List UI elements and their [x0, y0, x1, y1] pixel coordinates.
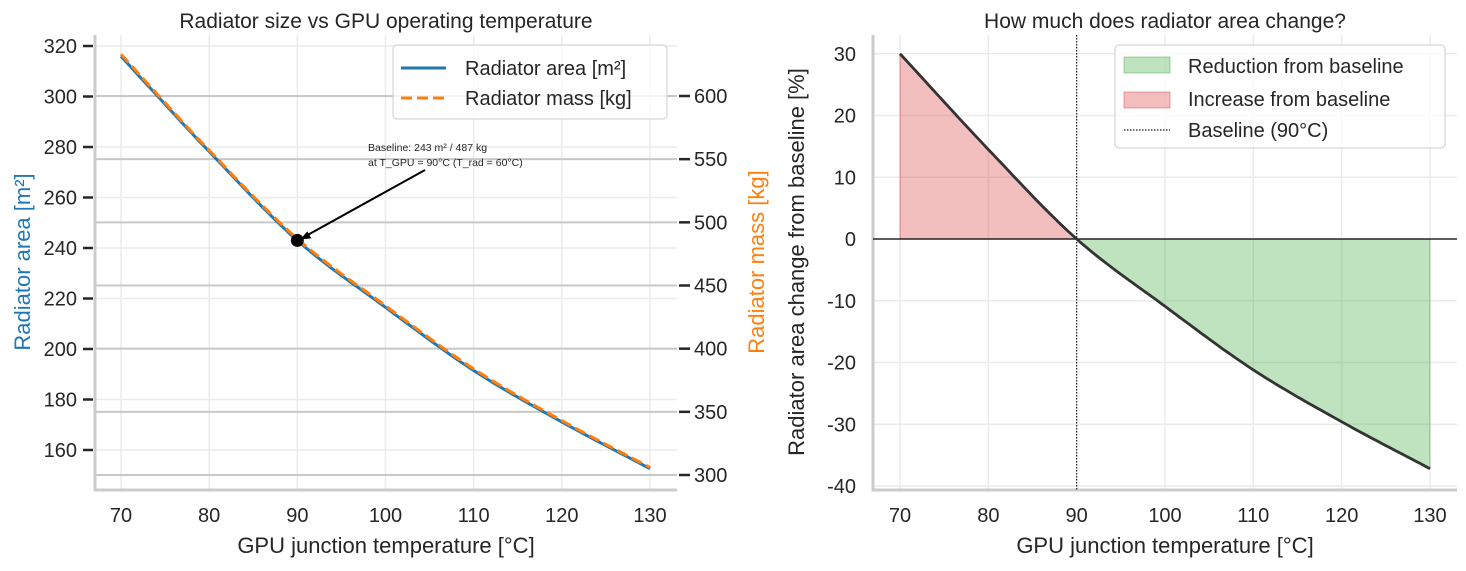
x-tick-label: 90	[1066, 505, 1088, 527]
y-tick-label: 320	[44, 36, 77, 58]
right-y-tick-label: 550	[694, 149, 727, 171]
x-tick-label: 70	[110, 505, 132, 527]
y-tick-label: -20	[827, 353, 856, 375]
legend-label-increase: Increase from baseline	[1188, 89, 1390, 111]
legend-label-mass: Radiator mass [kg]	[465, 88, 632, 110]
y-tick-label: -10	[827, 291, 856, 313]
x-tick-label: 90	[286, 505, 308, 527]
area-change-line	[898, 52, 1431, 470]
annotation-line-2: at T_GPU = 90°C (T_rad = 60°C)	[368, 157, 523, 169]
y-tick-label: 200	[44, 339, 77, 361]
y-tick-label: 30	[834, 44, 856, 66]
legend-swatch-reduction	[1123, 56, 1171, 74]
legend-label-reduction: Reduction from baseline	[1188, 56, 1404, 78]
right-legend: Reduction from baseline Increase from ba…	[1114, 44, 1446, 149]
right-y-tick-label: 600	[694, 86, 727, 108]
left-y-axis-label: Radiator area [m²]	[10, 173, 35, 350]
baseline-marker	[290, 233, 304, 247]
y-tick-label: 20	[834, 106, 856, 128]
y-tick-label: 180	[44, 390, 77, 412]
y-tick-label: 300	[44, 87, 77, 109]
left-legend: Radiator area [m²] Radiator mass [kg]	[392, 44, 668, 120]
x-tick-label: 130	[633, 505, 666, 527]
x-tick-label: 100	[1148, 505, 1181, 527]
x-tick-label: 70	[889, 505, 911, 527]
left-chart: Radiator size vs GPU operating temperatu…	[10, 10, 769, 558]
annotation-arrow	[302, 169, 426, 239]
right-y-tick-label: 500	[694, 212, 727, 234]
x-tick-label: 80	[977, 505, 999, 527]
baseline-annotation: Baseline: 243 m² / 487 kg at T_GPU = 90°…	[368, 142, 523, 169]
right-y-axis-label: Radiator mass [kg]	[744, 170, 769, 353]
right-y-tick-label: 350	[694, 402, 727, 424]
y-tick-label: 220	[44, 289, 77, 311]
right-x-axis-label: GPU junction temperature [°C]	[1016, 533, 1313, 558]
y-tick-label: 0	[845, 229, 856, 251]
right-chart-title: How much does radiator area change?	[984, 10, 1346, 33]
y-tick-label: 260	[44, 188, 77, 210]
legend-box	[1114, 44, 1446, 149]
left-chart-title: Radiator size vs GPU operating temperatu…	[179, 10, 592, 33]
legend-label-area: Radiator area [m²]	[465, 58, 626, 80]
mass-line	[119, 53, 651, 469]
y-tick-label: 240	[44, 238, 77, 260]
right-y-tick-label: 300	[694, 465, 727, 487]
right-y-tick-label: 450	[694, 276, 727, 298]
x-tick-label: 110	[1237, 505, 1269, 527]
legend-swatch-increase	[1123, 91, 1171, 109]
annotation-line-1: Baseline: 243 m² / 487 kg	[368, 142, 487, 154]
x-tick-label: 110	[458, 505, 490, 527]
right-chart: How much does radiator area change? GPU …	[784, 10, 1457, 558]
x-tick-label: 130	[1413, 505, 1446, 527]
y-tick-label: 280	[44, 137, 77, 159]
y-tick-label: -30	[827, 414, 856, 436]
x-tick-label: 100	[369, 505, 402, 527]
right-y-tick-label: 400	[694, 339, 727, 361]
y-tick-label: -40	[827, 476, 856, 498]
right-chart-y-axis-label: Radiator area change from baseline [%]	[784, 68, 809, 456]
legend-box	[392, 44, 668, 120]
left-x-axis-label: GPU junction temperature [°C]	[237, 533, 534, 558]
legend-label-baseline: Baseline (90°C)	[1188, 120, 1328, 142]
y-tick-label: 10	[834, 167, 856, 189]
y-tick-label: 160	[44, 440, 77, 462]
x-tick-label: 120	[1325, 505, 1358, 527]
x-tick-label: 120	[545, 505, 578, 527]
x-tick-label: 80	[198, 505, 220, 527]
